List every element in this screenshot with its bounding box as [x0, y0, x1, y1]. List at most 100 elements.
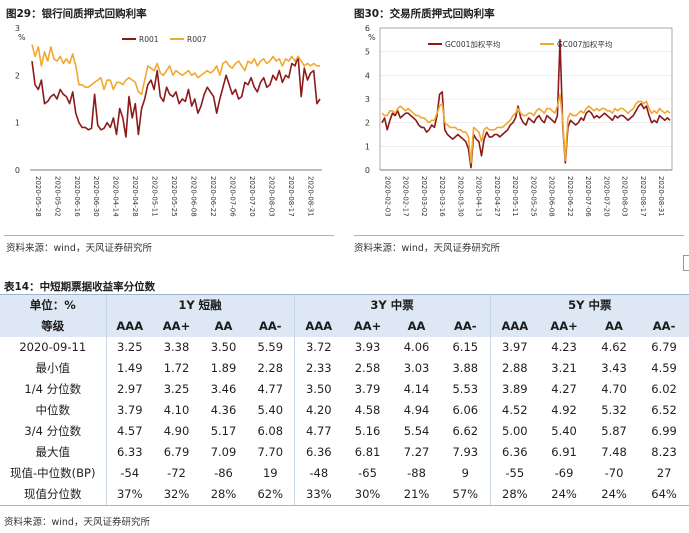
y-tick-label: 1 — [15, 119, 20, 128]
table-cell: 6.52 — [651, 403, 677, 417]
x-tick-label: 2020-08-03 — [621, 176, 629, 217]
unit-label: 单位：% — [0, 294, 106, 316]
table-cell: 2.33 — [293, 358, 344, 379]
x-tick-label: 2020-06-22 — [566, 176, 574, 217]
y-tick-label: 4 — [365, 71, 370, 80]
x-tick-label: 2020-03-30 — [456, 176, 464, 217]
table-cell: -70 — [604, 466, 624, 480]
table-cell: -48 — [293, 463, 344, 484]
grade-header: AAA — [293, 316, 344, 337]
table-row: 3/4 分位数 4.57 4.90 5.17 6.08 4.77 5.16 5.54 6.62 5… — [0, 421, 689, 442]
table-cell: 4.52 — [489, 400, 540, 421]
y-tick-label: 2 — [365, 119, 370, 128]
table-cell: 7.48 — [601, 445, 627, 459]
table-cell: 4.27 — [551, 382, 577, 396]
table-cell: 4.77 — [293, 421, 344, 442]
grade-header-row: 等级 AAA AA+ AA AA- AAA AA+ AA AA- AAA AA+… — [0, 316, 689, 337]
table-cell: 4.06 — [403, 340, 430, 354]
table-cell: 3.43 — [601, 361, 627, 375]
table-cell: 4.58 — [354, 403, 381, 417]
table-cell: 64% — [639, 484, 689, 506]
x-tick-label: 2020-08-17 — [639, 176, 647, 217]
table-cell: 3.88 — [452, 361, 479, 375]
row-label: 最大值 — [35, 445, 71, 459]
grade-header: AA+ — [153, 316, 200, 337]
x-tick-label: 2020-06-08 — [190, 176, 198, 217]
row-label: 最小值 — [35, 361, 71, 375]
y-unit-label: % — [368, 33, 376, 42]
table-cell: 30% — [343, 484, 393, 506]
series-line-GC001加权平均 — [381, 38, 671, 169]
group-header-3y: 3Y 中票 — [293, 294, 491, 316]
grade-header: AA — [392, 316, 442, 337]
table-cell: 4.14 — [403, 382, 430, 396]
x-tick-label: 2020-08-03 — [267, 176, 275, 217]
legend-label: R001 — [139, 35, 159, 44]
row-label: 中位数 — [35, 403, 71, 417]
x-tick-label: 2020-02-03 — [383, 176, 391, 217]
x-tick-label: 2020-04-13 — [475, 176, 483, 217]
x-tick-label: 2020-05-02 — [53, 176, 61, 217]
table-cell: -54 — [105, 463, 153, 484]
table-cell: 2.58 — [354, 361, 381, 375]
plot-frame — [379, 27, 673, 171]
table-cell: 28% — [200, 484, 247, 506]
x-tick-label: 2020-04-14 — [112, 176, 120, 217]
table-cell: 1.49 — [105, 358, 153, 379]
table-cell: 6.99 — [651, 424, 677, 438]
figure-29-title: 图29：银行间质押式回购利率 — [6, 8, 147, 20]
table-cell: 6.06 — [452, 403, 479, 417]
left-figure-rule — [4, 235, 334, 236]
table-row: 现值-中位数(BP) -54 -72 -86 19 -48 -65 -88 9 -55 -69 -70… — [0, 463, 689, 484]
x-tick-label: 2020-08-31 — [306, 176, 314, 217]
figure-30-title: 图30：交易所质押式回购利率 — [354, 8, 495, 20]
table-row: 1/4 分位数 2.97 3.25 3.46 4.77 3.50 3.79 4.14 5.53 3… — [0, 379, 689, 400]
table-cell: 7.93 — [452, 445, 479, 459]
table-cell: 4.77 — [257, 382, 284, 396]
table-cell: 6.08 — [257, 424, 284, 438]
table-cell: 6.02 — [651, 382, 677, 396]
x-tick-label: 2020-05-11 — [151, 176, 159, 217]
table-cell: 5.00 — [489, 421, 540, 442]
table-cell: 6.81 — [354, 445, 381, 459]
x-tick-label: 2020-03-02 — [420, 176, 428, 217]
x-tick-label: 2020-05-28 — [34, 176, 42, 217]
interbank-repo-chart: 0 1 2 3% 2020-05-28 2020-05-02 2020-06-16 2020-… — [15, 24, 322, 217]
row-label: 现值分位数 — [0, 484, 106, 506]
x-tick-label: 2020-04-27 — [493, 176, 501, 217]
grade-header: AA- — [247, 316, 295, 337]
table-cell: 24% — [589, 484, 640, 506]
row-label: 现值-中位数(BP) — [10, 466, 96, 480]
y-tick-label: 5 — [365, 48, 370, 57]
x-tick-label: 2020-07-06 — [584, 176, 592, 217]
y-tick-label: 3 — [15, 24, 20, 33]
table-cell: 5.87 — [601, 424, 627, 438]
x-tick-label: 2020-02-17 — [402, 176, 410, 217]
table-cell: -65 — [358, 466, 377, 480]
table-cell: 6.36 — [293, 442, 344, 463]
grade-label: 等级 — [0, 316, 106, 337]
table-cell: 4.94 — [403, 403, 430, 417]
grade-header: AA- — [639, 316, 689, 337]
yield-quantile-table: 单位：% 1Y 短融 3Y 中票 5Y 中票 等级 AAA AA+ AA AA-… — [0, 294, 689, 506]
table-cell: 4.20 — [293, 400, 344, 421]
table-header-row: 单位：% 1Y 短融 3Y 中票 5Y 中票 — [0, 294, 689, 316]
y-tick-label: 3 — [365, 95, 370, 104]
row-label: 3/4 分位数 — [24, 424, 82, 438]
y-unit-label: % — [18, 33, 26, 42]
table-cell: 4.23 — [551, 340, 577, 354]
table-row: 2020-09-11 3.25 3.38 3.50 5.59 3.72 3.93 4.06 6.… — [0, 337, 689, 358]
table-cell: 3.72 — [293, 337, 344, 358]
table-cell: 3.93 — [354, 340, 381, 354]
x-tick-label: 2020-08-17 — [287, 176, 295, 217]
page-edge-marker — [683, 255, 689, 271]
table-cell: 3.25 — [105, 337, 153, 358]
table-row: 现值分位数 37% 32% 28% 62% 33% 30% 21% 57% 28% 24% 24% 64… — [0, 484, 689, 506]
table-row: 中位数 3.79 4.10 4.36 5.40 4.20 4.58 4.94 6.06 4.52 4… — [0, 400, 689, 421]
table-cell: -55 — [489, 463, 540, 484]
legend-label: R007 — [187, 35, 207, 44]
table-cell: 3.79 — [105, 400, 153, 421]
table-cell: -72 — [167, 466, 186, 480]
x-tick-label: 2020-07-06 — [229, 176, 237, 217]
table-cell: 5.17 — [210, 424, 237, 438]
